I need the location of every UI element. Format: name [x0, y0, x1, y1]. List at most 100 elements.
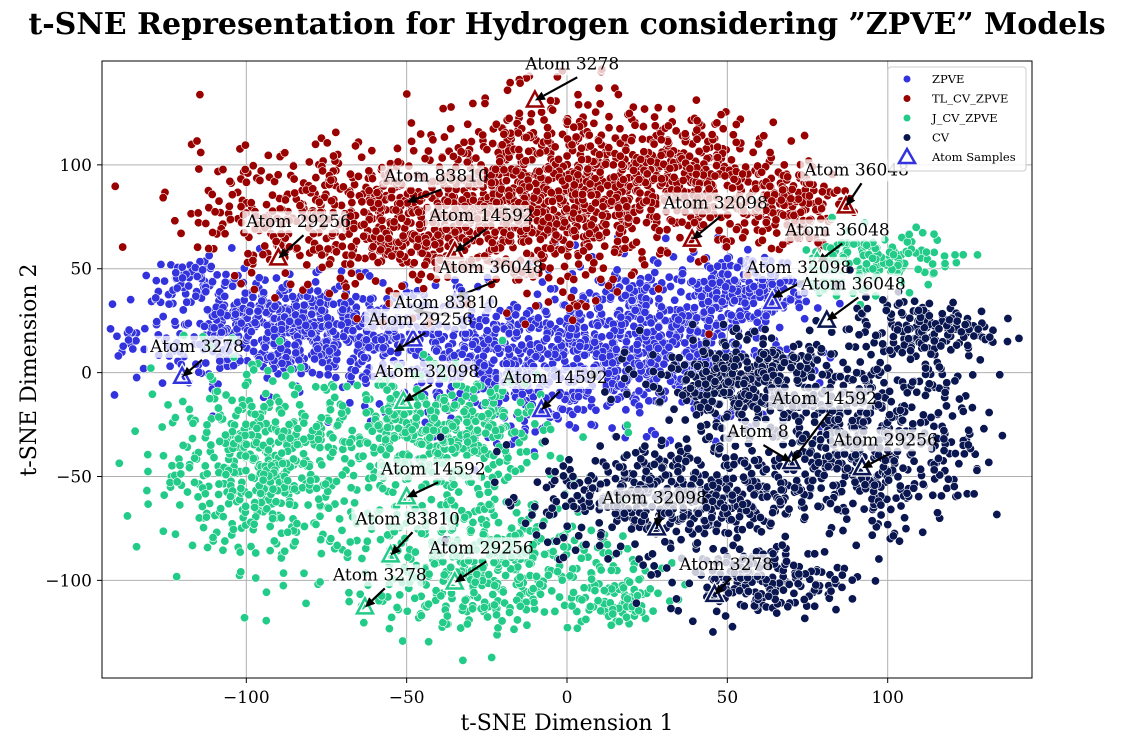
scatter-point: [572, 301, 582, 311]
scatter-point: [605, 331, 615, 341]
scatter-point: [299, 300, 309, 310]
scatter-point: [249, 519, 259, 529]
scatter-point: [717, 297, 727, 307]
scatter-point: [510, 427, 520, 437]
scatter-point: [188, 540, 198, 550]
scatter-point: [712, 161, 722, 171]
scatter-point: [609, 172, 619, 182]
scatter-point: [385, 394, 395, 404]
scatter-point: [324, 320, 334, 330]
scatter-point: [457, 349, 467, 359]
scatter-point: [731, 137, 741, 147]
scatter-point: [244, 306, 254, 316]
scatter-point: [469, 393, 479, 403]
scatter-point: [165, 361, 175, 371]
scatter-point: [382, 385, 392, 395]
scatter-point: [317, 460, 327, 470]
scatter-point: [654, 226, 664, 236]
scatter-point: [535, 148, 545, 158]
scatter-point: [333, 420, 343, 430]
scatter-point: [817, 187, 827, 197]
scatter-point: [678, 269, 688, 279]
scatter-point: [288, 161, 298, 171]
scatter-point: [346, 190, 356, 200]
scatter-point: [193, 208, 203, 218]
scatter-point: [564, 420, 574, 430]
scatter-point: [608, 160, 618, 170]
scatter-point: [555, 453, 565, 463]
scatter-point: [412, 242, 422, 252]
scatter-point: [233, 434, 243, 444]
scatter-point: [260, 241, 270, 251]
scatter-point: [208, 227, 218, 237]
scatter-point: [321, 479, 331, 489]
scatter-point: [522, 458, 532, 468]
scatter-point: [731, 224, 741, 234]
scatter-point: [398, 231, 408, 241]
scatter-point: [615, 124, 625, 134]
scatter-point: [310, 354, 320, 364]
scatter-point: [271, 236, 281, 246]
scatter-point: [680, 129, 690, 139]
scatter-point: [813, 303, 823, 313]
scatter-point: [205, 371, 215, 381]
scatter-point: [335, 273, 345, 283]
scatter-point: [714, 225, 724, 235]
scatter-point: [531, 301, 541, 311]
scatter-point: [726, 155, 736, 165]
scatter-point: [225, 176, 235, 186]
scatter-point: [208, 533, 218, 543]
scatter-point: [302, 260, 312, 270]
scatter-point: [178, 440, 188, 450]
scatter-point: [629, 165, 639, 175]
scatter-point: [365, 197, 375, 207]
scatter-point: [483, 335, 493, 345]
scatter-point: [516, 397, 526, 407]
scatter-point: [416, 269, 426, 279]
scatter-point: [270, 293, 280, 303]
scatter-point: [586, 220, 596, 230]
scatter-point: [532, 289, 542, 299]
scatter-point: [172, 283, 182, 293]
scatter-point: [314, 197, 324, 207]
scatter-point: [748, 147, 758, 157]
scatter-point: [184, 281, 194, 291]
scatter-point: [482, 145, 492, 155]
scatter-point: [208, 277, 218, 287]
scatter-point: [511, 166, 521, 176]
scatter-point: [491, 324, 501, 334]
scatter-point: [568, 315, 578, 325]
scatter-point: [626, 136, 636, 146]
scatter-point: [499, 129, 509, 139]
scatter-point: [601, 159, 611, 169]
scatter-point: [216, 327, 226, 337]
scatter-point: [250, 318, 260, 328]
scatter-point: [659, 359, 669, 369]
scatter-point: [221, 470, 231, 480]
scatter-point: [143, 499, 153, 509]
scatter-point: [164, 299, 174, 309]
scatter-point: [656, 302, 666, 312]
scatter-point: [142, 486, 152, 496]
scatter-point: [184, 404, 194, 414]
scatter-point: [481, 428, 491, 438]
scatter-point: [515, 78, 525, 88]
scatter-point: [637, 247, 647, 257]
scatter-point: [268, 376, 278, 386]
scatter-point: [260, 342, 270, 352]
scatter-point: [713, 261, 723, 271]
scatter-point: [627, 270, 637, 280]
scatter-point: [720, 171, 730, 181]
scatter-point: [571, 132, 581, 142]
scatter-point: [595, 251, 605, 261]
scatter-point: [621, 405, 631, 415]
scatter-point: [319, 383, 329, 393]
scatter-point: [574, 308, 584, 318]
scatter-point: [228, 524, 238, 534]
scatter-point: [201, 358, 211, 368]
scatter-point: [583, 164, 593, 174]
scatter-point: [295, 201, 305, 211]
scatter-point: [303, 280, 313, 290]
scatter-point: [225, 214, 235, 224]
